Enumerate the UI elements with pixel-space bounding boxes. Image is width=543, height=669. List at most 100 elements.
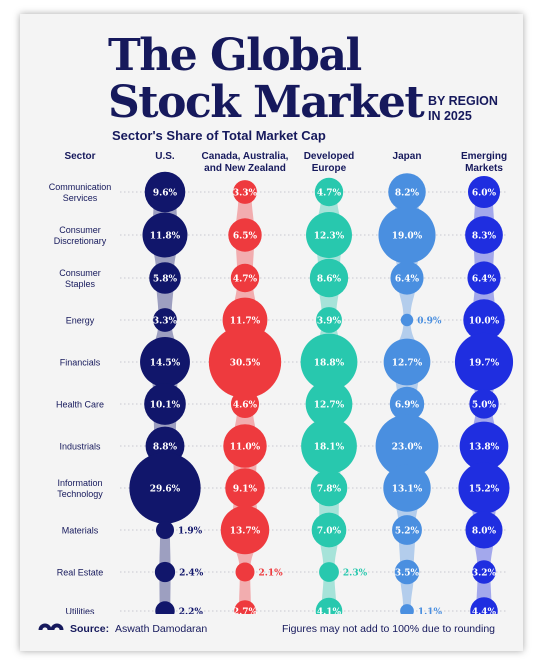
- data-bubble: [230, 263, 260, 293]
- value-label: 13.8%: [469, 442, 500, 452]
- data-bubble: [459, 421, 509, 471]
- value-label: 9.1%: [233, 484, 258, 494]
- source-name: Aswath Damodaran: [115, 623, 208, 635]
- data-bubble: [316, 307, 342, 333]
- value-label: 19.0%: [392, 231, 423, 241]
- rounding-note: Figures may not add to 100% due to round…: [281, 623, 495, 635]
- value-label: 2.4%: [179, 568, 204, 578]
- series-header: Emerging Markets: [461, 151, 507, 174]
- value-label: 7.8%: [317, 484, 342, 494]
- data-bubble: [467, 261, 501, 295]
- data-bubble: [142, 212, 188, 258]
- sector-label: Financials: [60, 358, 101, 368]
- data-bubble: [208, 325, 282, 399]
- data-bubble: [220, 505, 270, 555]
- data-bubble: [375, 414, 439, 478]
- data-bubble: [235, 562, 255, 582]
- value-label: 11.8%: [150, 231, 181, 241]
- data-bubble: [378, 206, 436, 264]
- data-bubble: [465, 511, 503, 549]
- value-label: 6.4%: [472, 274, 497, 284]
- data-bubble: [223, 424, 267, 468]
- data-bubble: [149, 262, 181, 294]
- data-bubble: [319, 562, 339, 582]
- region-label-line-2: IN 2025: [428, 109, 472, 123]
- value-label: 4.7%: [317, 188, 342, 198]
- value-label: 10.1%: [150, 400, 181, 410]
- data-bubble: [467, 175, 501, 209]
- value-label: 6.0%: [472, 188, 497, 198]
- series-header: Canada, Australia, and New Zealand: [202, 151, 289, 174]
- page-title: The Global Stock Market: [108, 30, 425, 128]
- sector-label: Consumer Staples: [59, 268, 101, 289]
- value-label: 8.3%: [472, 231, 497, 241]
- data-bubble: [155, 601, 175, 614]
- data-bubble: [309, 258, 349, 298]
- series-header: U.S.: [155, 151, 175, 162]
- data-bubble: [463, 299, 505, 341]
- data-bubble: [383, 338, 431, 386]
- value-label: 14.5%: [150, 358, 181, 368]
- sector-label: Real Estate: [57, 568, 104, 578]
- value-label: 4.1%: [317, 607, 342, 614]
- value-label: 29.6%: [150, 484, 181, 494]
- data-bubble: [470, 597, 498, 614]
- data-bubble: [129, 452, 201, 524]
- data-bubble: [458, 462, 510, 514]
- infographic-card: The Global Stock Market BY REGION IN 2025 …: [20, 14, 523, 651]
- data-bubble: [154, 561, 176, 583]
- data-bubble: [153, 308, 177, 332]
- series-header: Developed Europe: [304, 151, 355, 174]
- sector-label: Communication Services: [49, 182, 112, 203]
- bubble-chart: Sector U.S. Canada, Australia, and New Zeal…: [49, 151, 514, 615]
- value-label: 2.3%: [343, 568, 368, 578]
- value-label: 2.2%: [179, 607, 204, 614]
- value-label: 4.6%: [233, 400, 258, 410]
- data-bubble: [388, 173, 426, 211]
- value-label: 8.2%: [395, 188, 420, 198]
- value-label: 18.1%: [314, 442, 345, 452]
- data-bubble: [225, 468, 265, 508]
- value-label: 12.3%: [314, 231, 345, 241]
- data-bubble: [383, 464, 431, 512]
- value-label: 1.9%: [178, 526, 203, 536]
- sector-label: Utilities: [65, 607, 95, 615]
- value-label: 4.7%: [233, 274, 258, 284]
- data-bubble: [228, 218, 262, 252]
- region-label-line-1: BY REGION: [428, 94, 498, 108]
- value-label: 30.5%: [230, 358, 261, 368]
- value-label: 0.9%: [417, 316, 442, 326]
- data-bubble: [230, 389, 260, 419]
- title-line-1: The Global: [108, 30, 362, 81]
- title-line-2: Stock Market: [108, 77, 425, 128]
- sector-label: Consumer Discretionary: [54, 225, 107, 246]
- data-bubble: [389, 386, 425, 422]
- visual-capitalist-logo-icon: [38, 623, 64, 639]
- footer: Source: Aswath Damodaran Figures may not…: [20, 614, 523, 644]
- value-label: 10.0%: [469, 316, 500, 326]
- value-label: 2.7%: [233, 607, 258, 614]
- value-label: 7.0%: [317, 526, 342, 536]
- value-label: 4.4%: [472, 607, 497, 614]
- source-label: Source:: [70, 623, 110, 635]
- data-bubble: [305, 380, 353, 428]
- value-label: 9.6%: [153, 188, 178, 198]
- value-label: 1.1%: [418, 607, 443, 614]
- sector-label: Information Technology: [57, 478, 103, 499]
- value-label: 3.3%: [233, 188, 258, 198]
- value-label: 23.0%: [392, 442, 423, 452]
- value-label: 13.7%: [230, 526, 261, 536]
- value-label: 3.3%: [153, 316, 178, 326]
- value-label: 15.2%: [469, 484, 500, 494]
- value-label: 11.0%: [230, 442, 261, 452]
- value-label: 18.8%: [314, 358, 345, 368]
- data-bubble: [392, 515, 422, 545]
- data-bubble: [390, 261, 424, 295]
- data-bubble: [306, 212, 352, 258]
- subtitle: Sector's Share of Total Market Cap: [112, 128, 326, 143]
- value-label: 3.2%: [472, 568, 497, 578]
- data-bubble: [144, 383, 186, 425]
- data-bubble: [140, 337, 190, 387]
- data-bubble: [233, 180, 257, 204]
- value-label: 2.1%: [258, 568, 283, 578]
